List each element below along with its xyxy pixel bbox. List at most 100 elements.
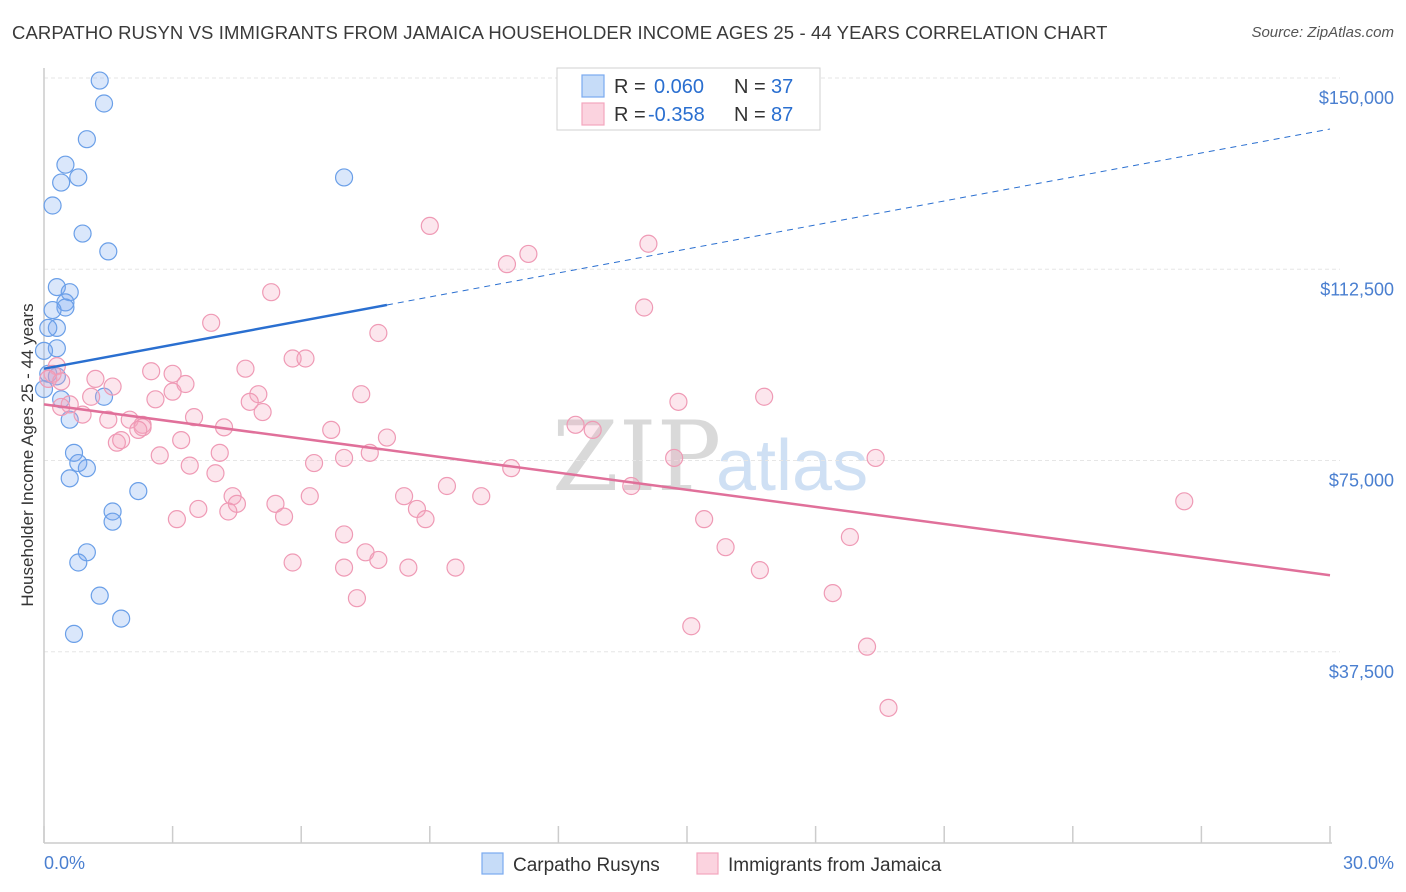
legend-swatch-pink — [581, 102, 605, 126]
point-immigrants-from-jamaica — [283, 349, 302, 368]
legend-r-label-2: R = — [614, 104, 646, 126]
point-carpatho-rusyns — [94, 94, 114, 113]
point-carpatho-rusyns — [77, 459, 96, 478]
point-immigrants-from-jamaica — [755, 387, 774, 406]
legend-n-label-2: N = — [734, 104, 766, 126]
point-immigrants-from-jamaica — [274, 507, 294, 526]
point-immigrants-from-jamaica — [416, 510, 435, 529]
point-immigrants-from-jamaica — [283, 553, 302, 572]
point-immigrants-from-jamaica — [172, 431, 191, 450]
point-immigrants-from-jamaica — [167, 510, 186, 529]
point-immigrants-from-jamaica — [206, 464, 225, 483]
trend-line-immigrants-from-jamaica — [43, 403, 1331, 577]
x-tick-marks — [43, 826, 1331, 843]
point-immigrants-from-jamaica — [377, 428, 397, 447]
point-immigrants-from-jamaica — [352, 385, 371, 404]
point-immigrants-from-jamaica — [446, 558, 465, 577]
point-immigrants-from-jamaica — [497, 255, 517, 274]
point-carpatho-rusyns — [103, 502, 122, 521]
point-immigrants-from-jamaica — [334, 448, 354, 468]
legend: R = 0.060 N = 37 R = -0.358 N = 87 — [556, 67, 821, 131]
point-immigrants-from-jamaica — [695, 510, 714, 529]
y-tick-label: $75,000 — [1329, 471, 1394, 491]
point-immigrants-from-jamaica — [103, 377, 122, 396]
point-carpatho-rusyns — [73, 224, 92, 243]
point-immigrants-from-jamaica — [394, 487, 414, 506]
point-immigrants-from-jamaica — [866, 448, 885, 468]
point-immigrants-from-jamaica — [879, 698, 898, 717]
point-carpatho-rusyns — [34, 341, 54, 360]
point-immigrants-from-jamaica — [420, 216, 439, 235]
point-immigrants-from-jamaica — [304, 453, 324, 473]
legend-r-label-1: R = — [614, 76, 646, 98]
point-immigrants-from-jamaica — [163, 364, 182, 383]
point-immigrants-from-jamaica — [176, 374, 195, 394]
point-immigrants-from-jamaica — [219, 502, 238, 521]
x-tick-label-max: 30.0% — [1343, 853, 1394, 873]
series-immigrants-from-jamaica — [39, 216, 1194, 717]
y-tick-labels: $37,500 $75,000 $112,500 $150,000 — [1319, 88, 1394, 682]
point-carpatho-rusyns — [43, 196, 62, 215]
point-immigrants-from-jamaica — [857, 637, 877, 656]
watermark-zip: ZIP — [552, 401, 721, 513]
point-immigrants-from-jamaica — [262, 283, 281, 302]
point-carpatho-rusyns — [69, 553, 88, 572]
point-carpatho-rusyns — [69, 453, 88, 473]
point-immigrants-from-jamaica — [52, 372, 71, 391]
y-tick-label: $150,000 — [1319, 88, 1394, 108]
point-immigrants-from-jamaica — [334, 558, 354, 577]
point-immigrants-from-jamaica — [399, 558, 418, 577]
trend-lines — [43, 128, 1331, 577]
point-carpatho-rusyns — [112, 609, 131, 628]
point-carpatho-rusyns — [34, 380, 54, 399]
point-carpatho-rusyns — [129, 482, 148, 501]
point-immigrants-from-jamaica — [296, 349, 315, 368]
point-carpatho-rusyns — [56, 155, 75, 174]
y-tick-label: $112,500 — [1320, 279, 1394, 299]
legend-n-label-1: N = — [734, 76, 766, 98]
watermark-atlas: atlas — [716, 426, 868, 506]
point-carpatho-rusyns — [39, 318, 58, 337]
point-immigrants-from-jamaica — [823, 583, 842, 603]
point-carpatho-rusyns — [99, 242, 118, 261]
point-immigrants-from-jamaica — [322, 420, 341, 439]
point-immigrants-from-jamaica — [750, 561, 769, 580]
point-carpatho-rusyns — [103, 512, 122, 531]
point-immigrants-from-jamaica — [150, 446, 169, 465]
trend-line-carpatho-rusyns — [43, 303, 388, 370]
legend-n-value-1: 37 — [771, 76, 793, 98]
point-immigrants-from-jamaica — [112, 431, 131, 450]
point-immigrants-from-jamaica — [566, 415, 585, 434]
point-immigrants-from-jamaica — [665, 448, 684, 468]
source-credit: Source: ZipAtlas.com — [1251, 24, 1394, 41]
point-immigrants-from-jamaica — [236, 359, 255, 378]
bottom-legend-swatch-blue — [481, 852, 504, 875]
point-carpatho-rusyns — [77, 130, 96, 149]
point-immigrants-from-jamaica — [142, 362, 161, 381]
point-carpatho-rusyns — [90, 71, 109, 90]
point-immigrants-from-jamaica — [369, 550, 388, 570]
point-immigrants-from-jamaica — [369, 323, 388, 343]
legend-r-value-2: -0.358 — [648, 104, 705, 126]
point-immigrants-from-jamaica — [347, 589, 367, 608]
point-immigrants-from-jamaica — [716, 538, 735, 557]
legend-swatch-blue — [581, 74, 605, 98]
point-immigrants-from-jamaica — [129, 420, 148, 439]
bottom-legend-label-jamaica: Immigrants from Jamaica — [728, 855, 942, 876]
point-immigrants-from-jamaica — [86, 369, 105, 388]
point-immigrants-from-jamaica — [639, 234, 658, 253]
point-immigrants-from-jamaica — [622, 476, 641, 496]
bottom-legend-label-carpatho: Carpatho Rusyns — [513, 855, 660, 876]
point-immigrants-from-jamaica — [334, 525, 354, 544]
bottom-legend-swatch-pink — [696, 852, 719, 875]
point-immigrants-from-jamaica — [266, 494, 285, 513]
point-immigrants-from-jamaica — [583, 420, 602, 439]
point-immigrants-from-jamaica — [184, 408, 204, 427]
point-immigrants-from-jamaica — [146, 390, 165, 409]
point-immigrants-from-jamaica — [1175, 492, 1194, 511]
point-carpatho-rusyns — [334, 168, 354, 187]
bottom-legend: Carpatho Rusyns Immigrants from Jamaica — [481, 852, 942, 876]
point-immigrants-from-jamaica — [682, 617, 701, 636]
point-carpatho-rusyns — [43, 300, 62, 320]
